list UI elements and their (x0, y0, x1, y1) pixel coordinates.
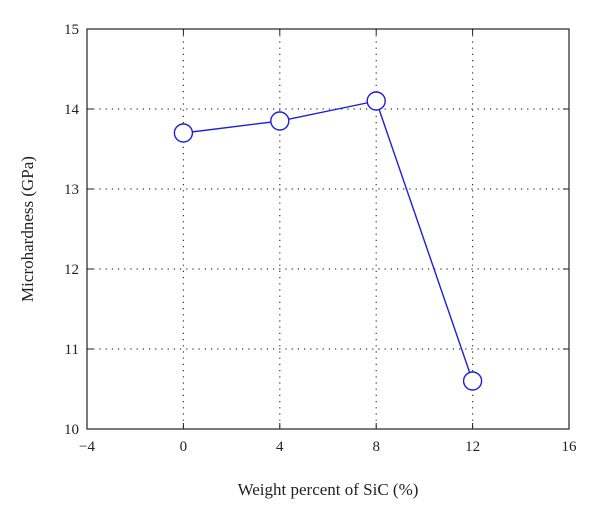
x-tick-label: 16 (562, 439, 578, 455)
data-point (173, 123, 194, 143)
ticks (86, 28, 570, 430)
grid (87, 29, 569, 429)
y-axis-label: Microhardness (GPa) (18, 156, 37, 302)
x-tick-label: 0 (180, 439, 188, 455)
y-tick-label: 10 (64, 422, 79, 438)
x-tick-label: 4 (276, 439, 284, 455)
plot-frame (86, 28, 570, 430)
x-tick-label: 8 (372, 439, 380, 455)
y-tick-label: 12 (64, 262, 79, 278)
x-tick-label: −4 (79, 439, 95, 455)
y-tick-label: 11 (65, 342, 79, 358)
data-point (366, 91, 386, 111)
data-point (462, 371, 483, 391)
y-tick-label: 13 (64, 182, 79, 198)
x-tick-label: 12 (465, 439, 480, 455)
y-tick-label: 14 (64, 102, 80, 118)
x-axis-label: Weight percent of SiC (%) (238, 480, 419, 499)
series (173, 91, 483, 391)
tick-labels: −4 0 4 8 12 16 10 11 12 13 14 15 (64, 22, 577, 455)
series-line (183, 100, 474, 382)
y-tick-label: 15 (64, 22, 79, 38)
data-point (270, 111, 290, 131)
